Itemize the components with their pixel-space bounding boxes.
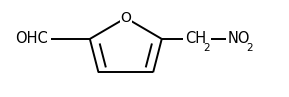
Text: CH: CH [185,31,206,46]
Text: 2: 2 [203,43,210,53]
Text: NO: NO [228,31,250,46]
Text: O: O [120,11,131,25]
Text: 2: 2 [246,43,253,53]
Text: OHC: OHC [15,31,48,46]
